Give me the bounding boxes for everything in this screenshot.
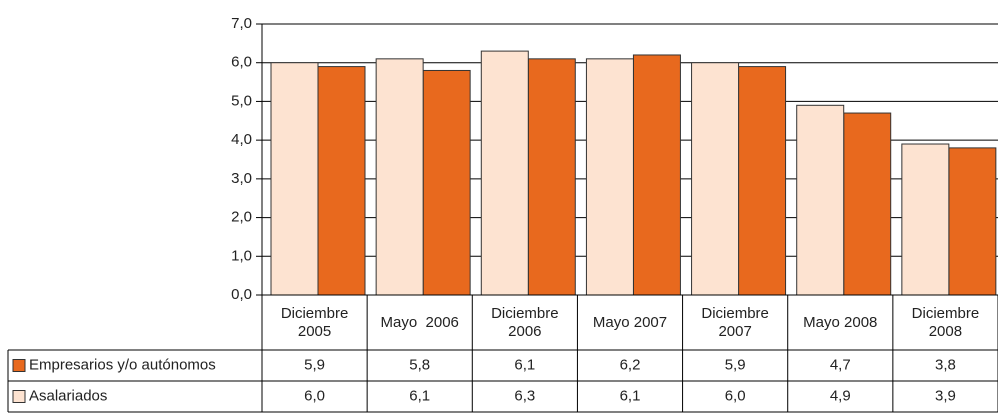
- y-tick-label: 5,0: [231, 92, 252, 109]
- y-tick-label: 2,0: [231, 209, 252, 226]
- value-label: 6,0: [304, 387, 325, 404]
- value-label: 6,0: [725, 387, 746, 404]
- legend-label: Asalariados: [29, 387, 107, 404]
- bar: [796, 104, 845, 296]
- bar: [317, 66, 366, 296]
- bar: [901, 143, 950, 296]
- x-tick-label: Diciembre 2005: [280, 304, 353, 340]
- value-label: 4,7: [830, 356, 851, 373]
- value-label: 3,9: [935, 387, 956, 404]
- category-cell: Diciembre 2005: [280, 304, 353, 340]
- value-label: 5,9: [304, 356, 325, 373]
- legend-swatch: [12, 359, 26, 372]
- value-label: 5,9: [725, 356, 746, 373]
- y-tick-label: 4,0: [231, 131, 252, 148]
- y-tick-label: 7,0: [231, 15, 252, 32]
- category-cell: Diciembre 2008: [911, 304, 984, 340]
- category-cell: Mayo 2007: [592, 313, 668, 331]
- x-tick-label: Mayo 2006: [380, 313, 459, 331]
- category-cell: Diciembre 2007: [701, 304, 774, 340]
- bar: [527, 58, 576, 296]
- legend-label: Empresarios y/o autónomos: [29, 356, 216, 373]
- category-cell: Diciembre 2006: [491, 304, 563, 340]
- value-label: 6,3: [514, 387, 535, 404]
- y-tick-label: 1,0: [231, 247, 252, 264]
- x-tick-label: Mayo 2007: [592, 313, 668, 331]
- bar: [375, 58, 424, 296]
- legend-swatch: [12, 390, 26, 403]
- bar: [843, 112, 892, 296]
- value-label: 5,8: [409, 356, 430, 373]
- bar: [948, 147, 997, 296]
- y-tick-label: 0,0: [231, 286, 252, 303]
- x-tick-label: Diciembre 2007: [701, 304, 774, 340]
- category-cell: Mayo 2006: [380, 313, 459, 331]
- bar: [270, 62, 319, 296]
- bar: [632, 54, 681, 296]
- x-tick-label: Diciembre 2006: [491, 304, 563, 340]
- category-cell: Mayo 2008: [803, 313, 878, 331]
- bar: [691, 62, 740, 296]
- value-label: 6,1: [409, 387, 430, 404]
- bar: [422, 69, 471, 296]
- value-label: 3,8: [935, 356, 956, 373]
- bar: [480, 50, 529, 296]
- bar: [738, 66, 787, 296]
- x-tick-label: Diciembre 2008: [911, 304, 984, 340]
- value-label: 6,1: [514, 356, 535, 373]
- y-tick-label: 6,0: [231, 54, 252, 71]
- y-tick-label: 3,0: [231, 170, 252, 187]
- value-label: 6,2: [620, 356, 641, 373]
- value-label: 4,9: [830, 387, 851, 404]
- bar: [585, 58, 634, 296]
- value-label: 6,1: [620, 387, 641, 404]
- x-tick-label: Mayo 2008: [803, 313, 878, 331]
